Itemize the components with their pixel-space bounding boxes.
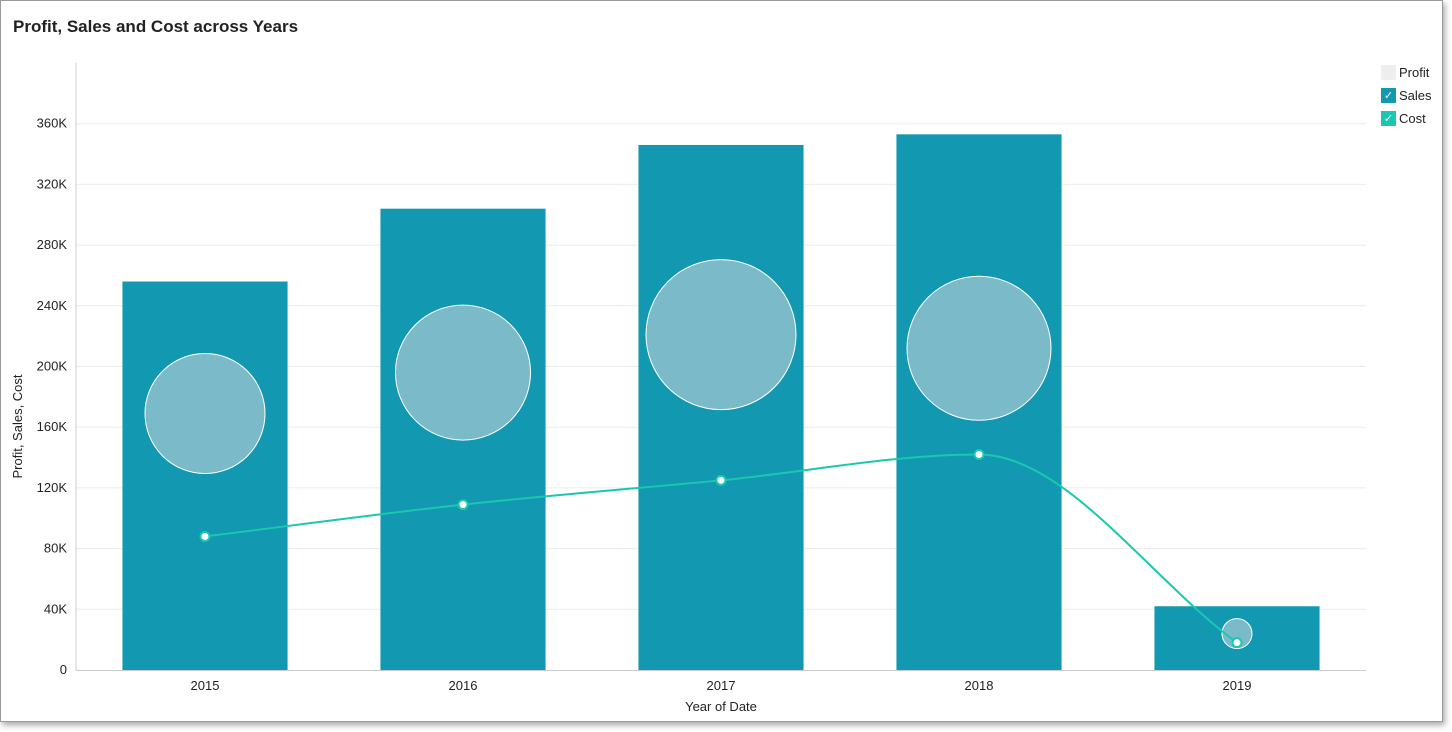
chart-title: Profit, Sales and Cost across Years: [13, 17, 299, 36]
axes: [75, 63, 1366, 671]
x-axis-title: Year of Date: [685, 699, 757, 714]
y-tick-label: 320K: [37, 176, 68, 191]
profit-bubble: [395, 304, 531, 441]
y-tick-label: 0: [60, 662, 67, 677]
sales-bar: [122, 281, 288, 670]
y-tick-label: 240K: [37, 298, 68, 313]
x-tick-label: 2018: [965, 678, 994, 693]
chart-svg: 0 40K 80K 120K 160K 200K 240K 280K 320K 360K 2015…: [10, 63, 1366, 714]
y-tick-labels: 0 40K 80K 120K 160K 200K 240K 280K 320K 360K: [37, 116, 68, 677]
checkbox-unchecked-icon[interactable]: [1381, 65, 1396, 80]
cost-point: [199, 530, 211, 542]
y-tick-label: 40K: [44, 601, 67, 616]
y-tick-label: 80K: [44, 541, 67, 556]
x-tick-label: 2017: [707, 678, 736, 693]
profit-bubble: [906, 275, 1052, 421]
checkbox-checked-icon[interactable]: ✓: [1381, 88, 1396, 103]
x-tick-labels: 2015 2016 2017 2018 2019: [191, 678, 1252, 693]
y-tick-label: 280K: [37, 237, 68, 252]
cost-point: [715, 474, 727, 486]
cost-point: [973, 449, 985, 461]
bubble-series: [144, 259, 1253, 650]
x-tick-label: 2015: [191, 678, 220, 693]
y-tick-label: 200K: [37, 359, 68, 374]
y-tick-label: 160K: [37, 419, 68, 434]
y-tick-label: 360K: [37, 116, 68, 131]
legend-label: Sales: [1399, 88, 1432, 103]
legend-label: Profit: [1399, 65, 1430, 80]
legend-item-profit[interactable]: Profit: [1381, 61, 1432, 84]
y-tick-label: 120K: [37, 480, 68, 495]
legend-label: Cost: [1399, 111, 1426, 126]
x-tick-label: 2019: [1223, 678, 1252, 693]
profit-bubble: [645, 259, 797, 411]
legend-item-cost[interactable]: ✓ Cost: [1381, 107, 1432, 130]
checkbox-checked-icon[interactable]: ✓: [1381, 111, 1396, 126]
cost-point: [457, 499, 469, 511]
line-series: [199, 449, 1243, 649]
cost-point: [1231, 637, 1243, 649]
profit-bubble: [144, 353, 266, 475]
legend-item-sales[interactable]: ✓ Sales: [1381, 84, 1432, 107]
x-tick-label: 2016: [449, 678, 478, 693]
y-axis-title: Profit, Sales, Cost: [10, 374, 25, 478]
profit-bubble: [1221, 618, 1253, 650]
bar-series: [122, 134, 1320, 670]
legend: Profit ✓ Sales ✓ Cost: [1381, 61, 1432, 130]
